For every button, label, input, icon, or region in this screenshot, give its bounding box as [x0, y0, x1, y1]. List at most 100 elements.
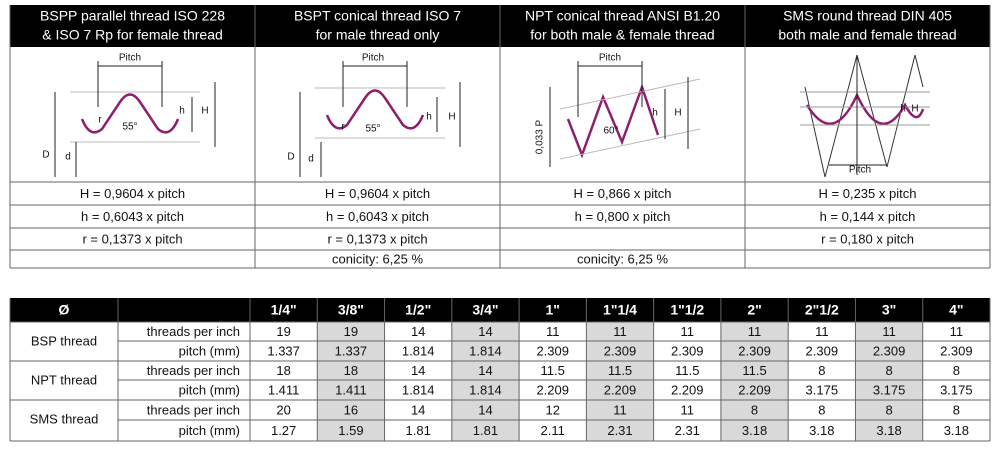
column-header: SMS round thread DIN 405: [783, 8, 952, 24]
cell-value: 1.59: [338, 423, 363, 438]
formula: r = 0,1373 x pitch: [327, 231, 427, 246]
rule: [856, 54, 888, 168]
cell-value: 2.209: [738, 382, 771, 397]
cell-value: 2.11: [541, 423, 565, 438]
formula: H = 0,235 x pitch: [819, 186, 917, 201]
cell-value: 11: [882, 324, 896, 339]
diagram-label: Pitch: [119, 53, 141, 64]
column-header: 1/4": [271, 302, 297, 318]
row-label: threads per inch: [147, 402, 240, 417]
rule: [804, 86, 826, 178]
shaded-column: [317, 322, 385, 441]
cell-value: 11: [546, 324, 560, 339]
column-header: 3/8": [338, 302, 364, 318]
row-group: NPT thread: [31, 372, 97, 387]
cell-value: 2.209: [671, 382, 704, 397]
diagram-label: 0,033 P: [535, 119, 546, 154]
shaded-column: [720, 322, 789, 441]
row-group: BSP thread: [31, 333, 97, 348]
cell-value: 14: [478, 363, 492, 378]
column-header: 2": [747, 302, 761, 318]
cell-value: 18: [344, 363, 358, 378]
column-header: 1": [546, 302, 560, 318]
column-header: 1"1/2: [670, 302, 704, 318]
diagram-label: 55°: [122, 122, 137, 133]
diagram-label: Pitch: [849, 165, 871, 176]
cell-value: 11.5: [742, 363, 766, 378]
cell-value: 3.18: [876, 423, 901, 438]
cell-value: 2.309: [604, 343, 637, 358]
row-label: threads per inch: [147, 363, 240, 378]
diagram-label: Pitch: [599, 53, 621, 64]
cell-value: 11: [681, 402, 695, 417]
diagram-label: h: [652, 108, 658, 119]
row-group: SMS thread: [30, 411, 99, 426]
column-header: 3/4": [472, 302, 498, 318]
column-header: 3": [882, 302, 896, 318]
cell-value: 3.175: [806, 382, 839, 397]
row-label: pitch (mm): [179, 423, 240, 438]
cell-value: 11: [748, 324, 762, 339]
column-header: 1/2": [405, 302, 431, 318]
cell-value: 2.31: [607, 423, 632, 438]
diagram-label: h: [900, 104, 906, 115]
cell-value: 14: [478, 324, 492, 339]
cell-value: 11: [613, 324, 627, 339]
cell-value: 1.337: [335, 343, 368, 358]
cell-value: 8: [885, 363, 892, 378]
column-header: BSPT conical thread ISO 7: [294, 8, 461, 24]
cell-value: 1.81: [406, 423, 431, 438]
diagram-label: d: [308, 154, 314, 165]
column-header: & ISO 7 Rp for female thread: [42, 27, 223, 43]
cell-value: 14: [411, 324, 425, 339]
cell-value: 2.309: [536, 343, 569, 358]
cell-value: 3.18: [809, 423, 834, 438]
shaded-column: [586, 322, 654, 441]
row-label: pitch (mm): [179, 382, 240, 397]
column-header: for both male & female thread: [530, 27, 714, 43]
column-header: BSPP parallel thread ISO 228: [40, 8, 225, 24]
cell-value: 8: [818, 363, 825, 378]
cell-value: 16: [344, 402, 358, 417]
cell-value: 11: [613, 402, 627, 417]
diagram-label: d: [65, 152, 71, 163]
formula: r = 0,1373 x pitch: [82, 231, 182, 246]
cell-value: 1.814: [469, 382, 502, 397]
cell-value: 11.5: [541, 363, 565, 378]
cell-value: 1.81: [473, 423, 498, 438]
cell-value: 11: [950, 324, 964, 339]
cell-value: 1.411: [268, 382, 300, 397]
column-header: 2"1/2: [805, 302, 839, 318]
rule: [914, 54, 924, 88]
cell-value: 2.309: [671, 343, 704, 358]
diagram-label: 60°: [603, 126, 618, 137]
cell-value: 1.814: [402, 343, 435, 358]
formula: h = 0,800 x pitch: [575, 209, 671, 224]
cell-value: 1.814: [469, 343, 502, 358]
diagram-label: H: [911, 104, 918, 115]
diagram-label: H: [201, 106, 208, 117]
cell-value: 11.5: [675, 363, 699, 378]
formula: H = 0,9604 x pitch: [325, 186, 430, 201]
column-header: 4": [949, 302, 963, 318]
cell-value: 3.175: [873, 382, 906, 397]
diagram-label: h: [426, 112, 432, 123]
cell-value: 11: [681, 324, 695, 339]
thread-profile: [805, 92, 925, 125]
cell-value: 2.31: [675, 423, 700, 438]
diagram-label: Pitch: [362, 53, 384, 64]
column-header: for male thread only: [316, 27, 440, 43]
cell-value: 8: [818, 402, 825, 417]
cell-value: 19: [344, 324, 358, 339]
cell-value: 1.27: [271, 423, 296, 438]
cell-value: 14: [478, 402, 492, 417]
formula: h = 0,6043 x pitch: [326, 209, 429, 224]
cell-value: 2.309: [940, 343, 973, 358]
cell-value: 8: [751, 402, 758, 417]
diagram-label: D: [42, 150, 49, 161]
header-band: [10, 298, 990, 322]
formula: H = 0,866 x pitch: [574, 186, 672, 201]
diagram-label: h: [179, 106, 185, 117]
shaded-column: [451, 322, 520, 441]
